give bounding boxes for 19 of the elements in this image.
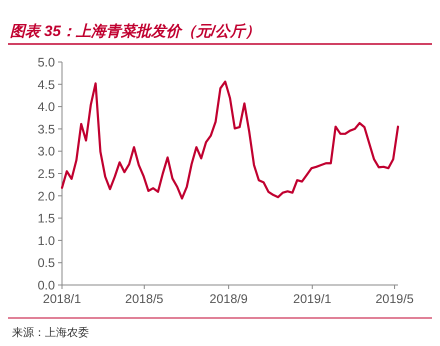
- chart-title: 图表 35：上海青菜批发价（元/公斤）: [10, 23, 260, 40]
- line-series: [60, 80, 400, 200]
- y-tick-label: 5.0: [38, 56, 56, 70]
- y-tick-label: 2.0: [38, 189, 56, 204]
- source-note: 来源：上海农委: [12, 326, 89, 339]
- y-tick-label: 3.5: [38, 122, 56, 136]
- y-tick-label: 4.0: [38, 100, 56, 114]
- x-tick-label: 2018/5: [125, 292, 164, 306]
- y-tick-label: 0.0: [38, 278, 56, 292]
- y-tick-label: 2.5: [38, 167, 56, 181]
- y-tick-label: 1.5: [38, 212, 56, 226]
- x-tick-label: 2018/9: [210, 292, 248, 306]
- x-tick-label: 2019/1: [293, 292, 332, 306]
- y-tick-label: 1.0: [38, 234, 56, 248]
- y-tick-label: 0.5: [38, 256, 56, 270]
- x-tick-label: 2018/1: [42, 292, 82, 306]
- x-tick-label: 2019/5: [375, 292, 414, 306]
- y-tick-label: 4.5: [38, 78, 56, 92]
- y-tick-label: 3.0: [38, 144, 56, 159]
